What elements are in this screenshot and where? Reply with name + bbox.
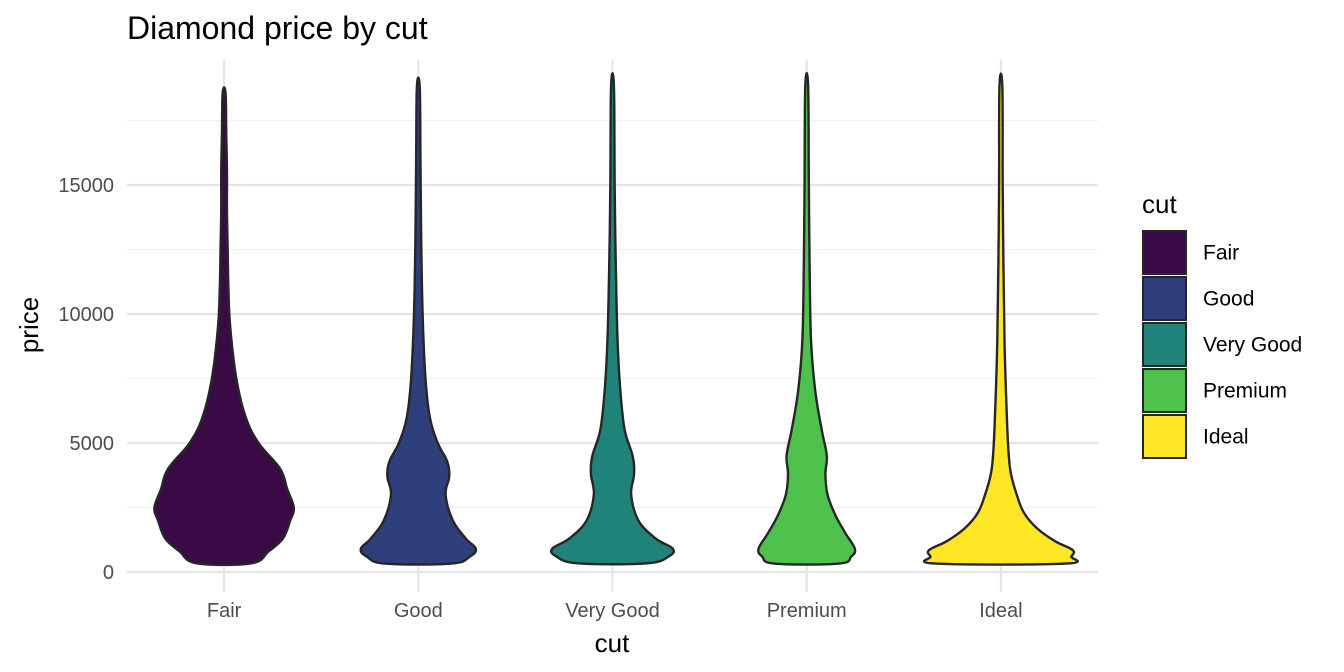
x-tick-label: Good — [394, 600, 443, 622]
x-tick-label: Ideal — [979, 600, 1022, 622]
legend-label: Premium — [1203, 380, 1287, 403]
y-tick-label: 15000 — [58, 175, 114, 197]
x-tick-label: Premium — [767, 600, 847, 622]
y-axis-title: price — [14, 297, 44, 353]
violins — [153, 71, 1079, 567]
x-tick-label: Fair — [207, 600, 242, 622]
y-tick-label: 10000 — [58, 304, 114, 326]
legend-label: Ideal — [1203, 426, 1249, 449]
legend: cut Fair Good Very Good Premium Ideal — [1142, 189, 1302, 459]
legend-label: Fair — [1203, 242, 1239, 265]
violin-good — [359, 76, 478, 566]
legend-key — [1142, 368, 1187, 413]
violin-very-good — [549, 71, 676, 566]
y-axis-ticks: 0 5000 10000 15000 — [58, 175, 114, 584]
y-tick-label: 5000 — [70, 433, 115, 455]
chart-title: Diamond price by cut — [127, 10, 428, 46]
x-axis-ticks: Fair Good Very Good Premium Ideal — [207, 600, 1023, 622]
legend-key — [1142, 230, 1187, 275]
legend-title: cut — [1142, 189, 1177, 219]
x-axis-title: cut — [595, 628, 630, 658]
x-tick-label: Very Good — [565, 600, 660, 622]
legend-key — [1142, 276, 1187, 321]
legend-label: Good — [1203, 288, 1254, 311]
legend-key — [1142, 414, 1187, 459]
violin-premium — [757, 71, 857, 566]
legend-key — [1142, 322, 1187, 367]
legend-label: Very Good — [1203, 334, 1302, 357]
y-tick-label: 0 — [103, 562, 114, 584]
violin-ideal — [922, 72, 1079, 566]
violin-fair — [153, 86, 296, 567]
